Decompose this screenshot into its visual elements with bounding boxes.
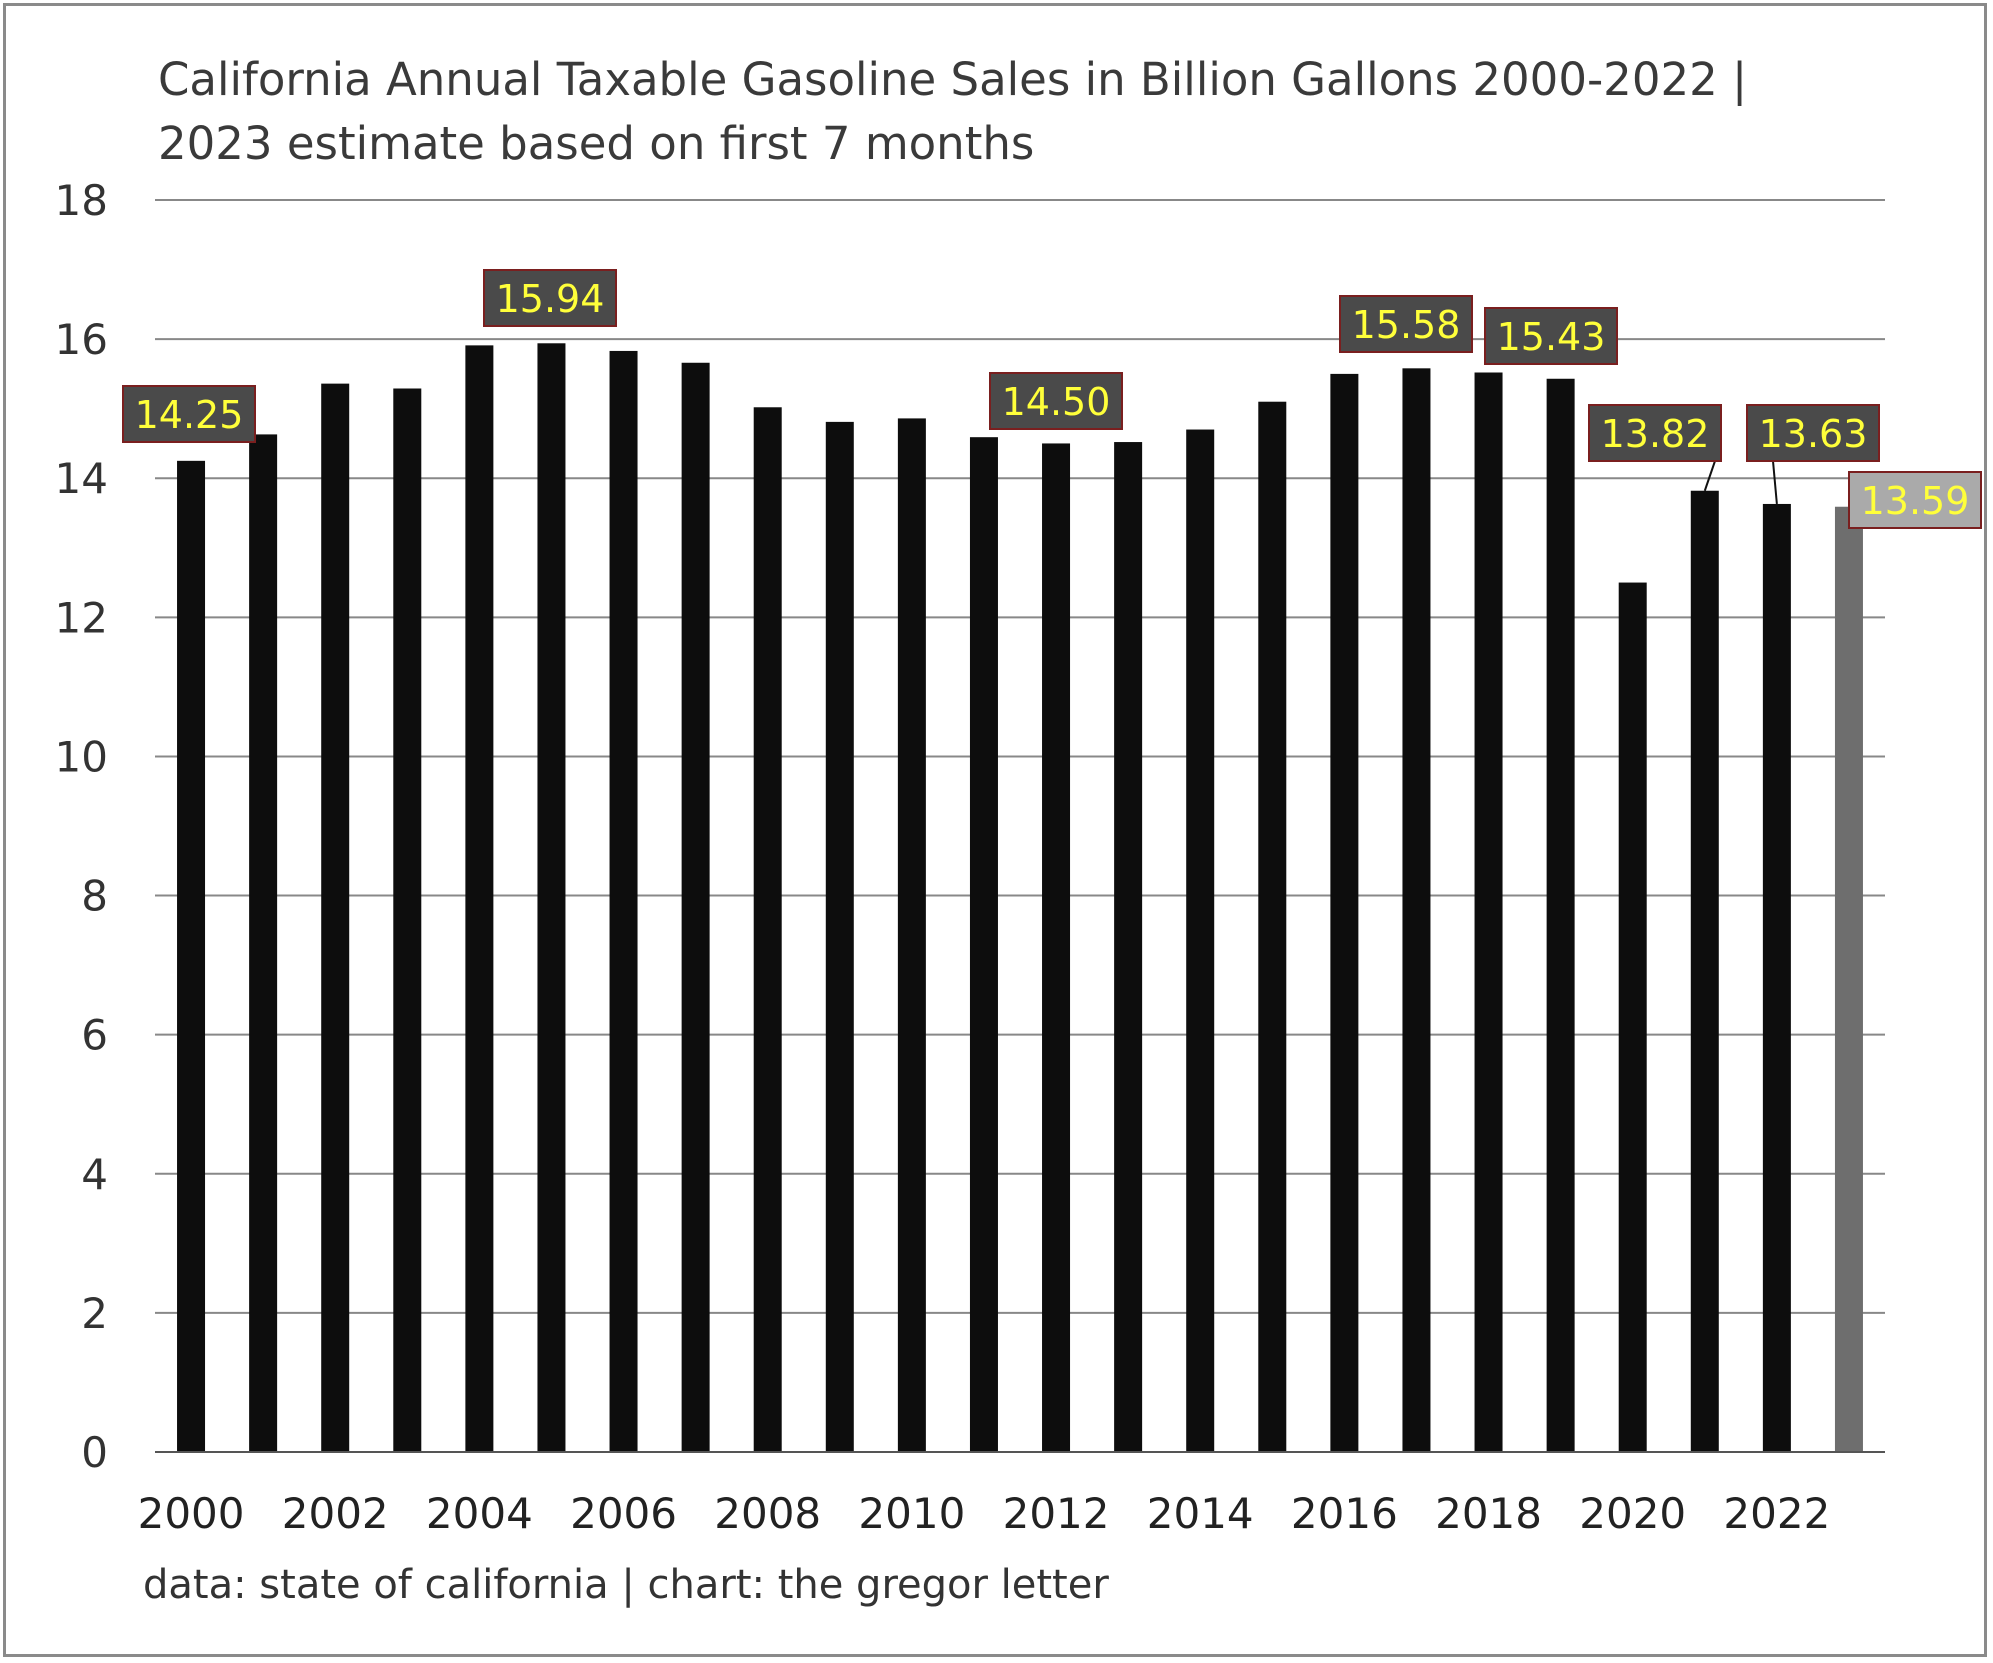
data-label-2005: 15.94 (496, 277, 605, 321)
x-tick-label-2022: 2022 (1723, 1489, 1830, 1538)
y-tick-label-0: 0 (81, 1428, 108, 1477)
bar-2007 (681, 362, 710, 1452)
y-tick-label-8: 8 (81, 872, 108, 921)
data-label-2000: 14.25 (135, 393, 244, 437)
bar-2023 (1834, 506, 1863, 1452)
x-tick-label-2010: 2010 (858, 1489, 965, 1538)
bar-2017 (1402, 368, 1431, 1452)
bar-2004 (465, 345, 494, 1453)
x-tick-label-2020: 2020 (1579, 1489, 1686, 1538)
gridlines (155, 199, 1885, 1314)
bar-2009 (825, 421, 854, 1453)
bar-2001 (249, 434, 278, 1452)
data-label-box-2022 (1746, 404, 1880, 462)
y-tick-label-16: 16 (55, 315, 108, 364)
x-axis: 2000 2002 2004 2006 2008 2010 2012 2014 2016 2018… (138, 1489, 1831, 1538)
x-tick-label-2016: 2016 (1291, 1489, 1398, 1538)
bar-2021 (1690, 490, 1719, 1453)
bar-2008 (753, 407, 782, 1453)
data-label-box-2021 (1588, 404, 1722, 462)
bar-2003 (393, 388, 422, 1452)
data-label-box-2019 (1484, 307, 1618, 365)
source-note: data: state of california | chart: the g… (143, 1562, 1109, 1608)
bar-2000 (177, 460, 206, 1452)
data-label-2022: 13.63 (1759, 412, 1868, 456)
y-tick-label-18: 18 (55, 176, 108, 225)
bar-2020 (1618, 582, 1647, 1452)
bar-2010 (897, 418, 926, 1453)
bar-2006 (609, 350, 638, 1452)
bar-2018 (1474, 372, 1503, 1452)
x-tick-label-2008: 2008 (714, 1489, 821, 1538)
bar-2015 (1258, 401, 1287, 1452)
data-label-2021: 13.82 (1601, 412, 1710, 456)
x-tick-label-2000: 2000 (138, 1489, 245, 1538)
data-label-box-2023 (1848, 471, 1982, 529)
data-label-2019: 15.43 (1497, 315, 1606, 359)
data-label-box-2000 (122, 385, 256, 443)
x-tick-label-2002: 2002 (282, 1489, 389, 1538)
x-tick-label-2014: 2014 (1147, 1489, 1254, 1538)
y-axis: 0 2 4 6 8 10 12 14 16 18 (55, 176, 108, 1477)
bar-2012 (1042, 443, 1071, 1452)
y-tick-label-6: 6 (81, 1011, 108, 1060)
bar-2013 (1114, 442, 1143, 1452)
data-label-box-2005 (483, 269, 617, 327)
chart-title: California Annual Taxable Gasoline Sales… (158, 53, 1748, 170)
data-label-box-2012 (989, 372, 1123, 430)
y-tick-label-10: 10 (55, 732, 108, 781)
data-label-2017: 15.58 (1352, 303, 1461, 347)
leader-line-2022 (1772, 460, 1778, 505)
y-tick-label-14: 14 (55, 454, 108, 503)
bar-2005 (537, 343, 566, 1453)
data-label-2012: 14.50 (1002, 380, 1111, 424)
bars (177, 343, 1863, 1453)
x-tick-label-2006: 2006 (570, 1489, 677, 1538)
bar-2011 (969, 437, 998, 1452)
data-label-box-2017 (1339, 295, 1473, 353)
y-tick-label-2: 2 (81, 1289, 108, 1338)
bar-2002 (321, 383, 350, 1452)
data-labels: 14.25 15.94 14.50 15.58 15.43 13.82 13.63 13.59 (122, 269, 1982, 529)
x-tick-label-2012: 2012 (1003, 1489, 1110, 1538)
bar-2014 (1186, 429, 1215, 1452)
y-tick-label-12: 12 (55, 593, 108, 642)
x-tick-label-2018: 2018 (1435, 1489, 1542, 1538)
bar-2022 (1762, 503, 1791, 1452)
leader-line-2021 (1703, 460, 1716, 492)
y-tick-label-4: 4 (81, 1150, 108, 1199)
bar-2016 (1330, 373, 1359, 1452)
bar-2019 (1546, 378, 1575, 1452)
x-tick-label-2004: 2004 (426, 1489, 533, 1538)
data-label-2023: 13.59 (1861, 479, 1970, 523)
